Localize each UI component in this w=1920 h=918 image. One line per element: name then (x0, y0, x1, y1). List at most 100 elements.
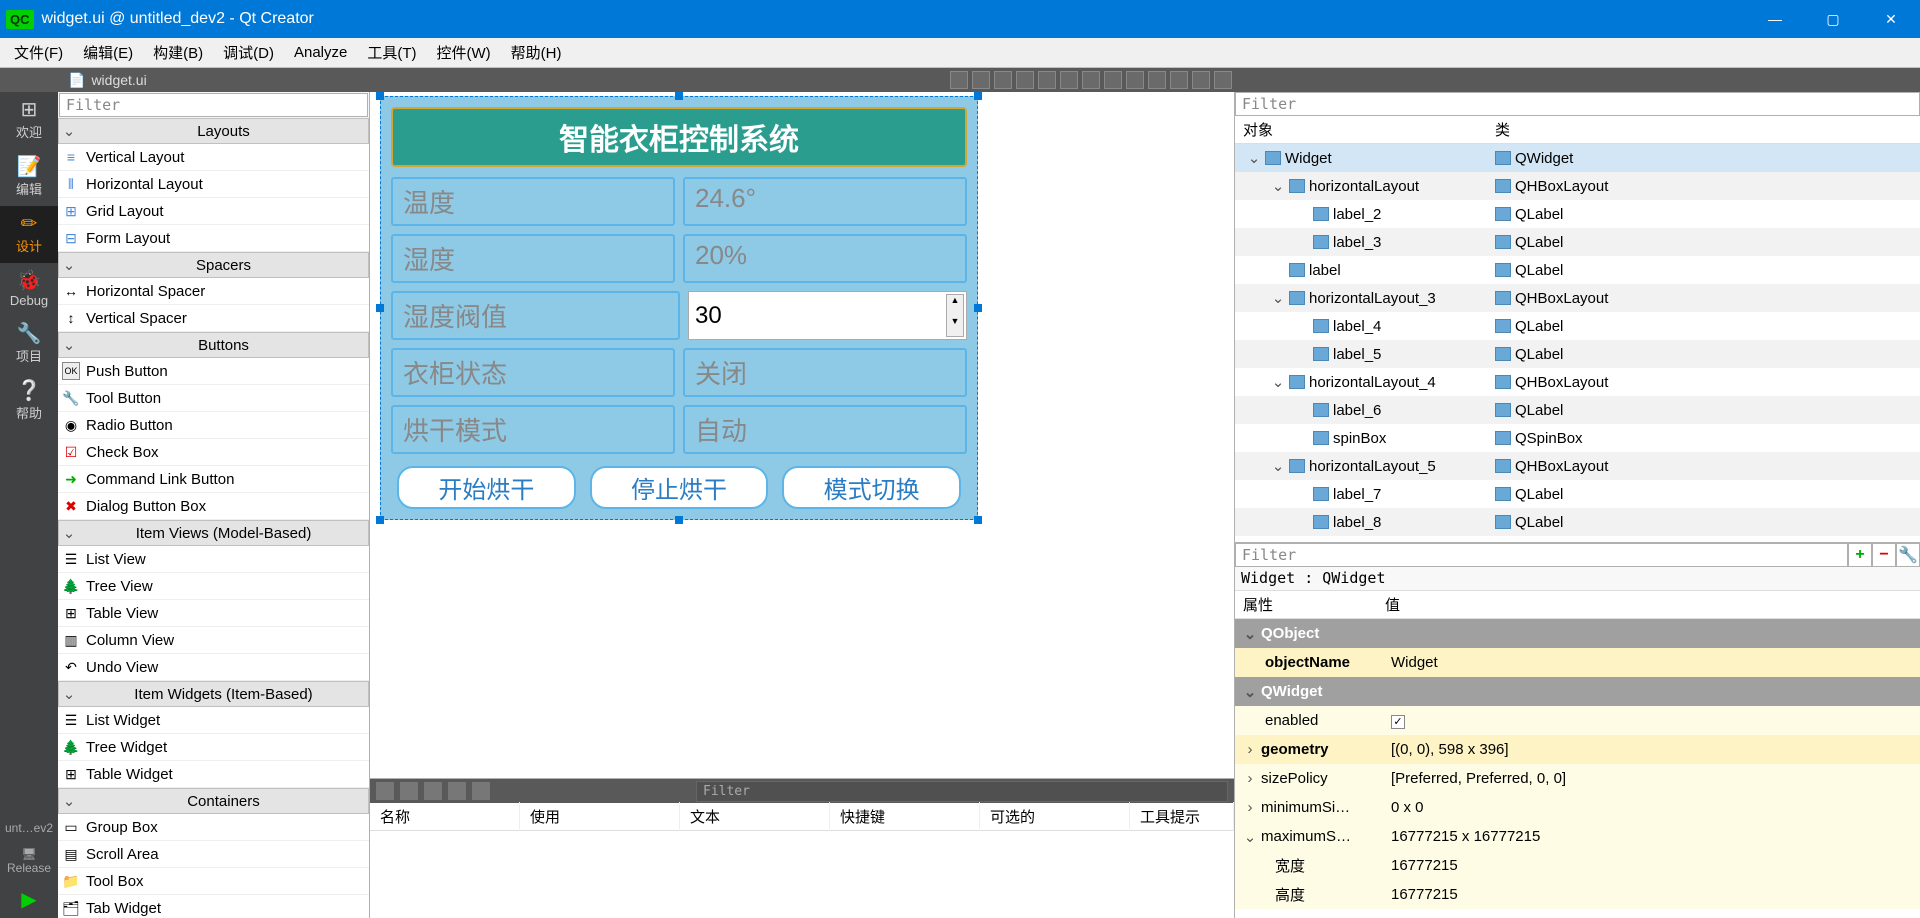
action-copy-icon[interactable] (400, 782, 418, 800)
run-button[interactable]: ▶ (0, 881, 58, 918)
item-columnview[interactable]: ▥Column View (58, 627, 369, 654)
item-treewidget[interactable]: 🌲Tree Widget (58, 734, 369, 761)
toolbar-btn[interactable] (1038, 71, 1056, 89)
toolbar-btn[interactable] (1104, 71, 1122, 89)
menu-file[interactable]: 文件(F) (4, 38, 73, 67)
menu-debug[interactable]: 调试(D) (213, 38, 284, 67)
objinsp-row[interactable]: label_8QLabel (1235, 508, 1920, 536)
mode-welcome[interactable]: ⊞欢迎 (0, 92, 58, 149)
objinsp-row[interactable]: label_7QLabel (1235, 480, 1920, 508)
spin-up-icon[interactable]: ▲ (947, 295, 963, 316)
category-itemviews[interactable]: ⌄Item Views (Model-Based) (58, 520, 369, 546)
item-pushbutton[interactable]: OKPush Button (58, 358, 369, 385)
item-toolbutton[interactable]: 🔧Tool Button (58, 385, 369, 412)
minimize-button[interactable]: — (1746, 0, 1804, 38)
menu-widgets[interactable]: 控件(W) (427, 38, 501, 67)
toolbar-btn[interactable] (972, 71, 990, 89)
item-undoview[interactable]: ↶Undo View (58, 654, 369, 681)
prop-geometry[interactable]: ›geometry[(0, 0), 598 x 396] (1235, 735, 1920, 764)
switch-button[interactable]: 模式切换 (782, 466, 961, 509)
build-config[interactable]: 🖥Release (0, 841, 58, 881)
objinsp-row[interactable]: label_2QLabel (1235, 200, 1920, 228)
mode-edit[interactable]: 📝编辑 (0, 149, 58, 206)
maximize-button[interactable]: ▢ (1804, 0, 1862, 38)
item-treeview[interactable]: 🌲Tree View (58, 573, 369, 600)
toolbar-btn[interactable] (1170, 71, 1188, 89)
category-itemwidgets[interactable]: ⌄Item Widgets (Item-Based) (58, 681, 369, 707)
item-toolbox[interactable]: 📁Tool Box (58, 868, 369, 895)
category-spacers[interactable]: ⌄Spacers (58, 252, 369, 278)
toolbar-btn[interactable] (1148, 71, 1166, 89)
menu-analyze[interactable]: Analyze (284, 40, 357, 65)
objinsp-row[interactable]: label_4QLabel (1235, 312, 1920, 340)
item-vertical-layout[interactable]: ≡Vertical Layout (58, 144, 369, 171)
item-tableview[interactable]: ⊞Table View (58, 600, 369, 627)
prop-objectname[interactable]: objectNameWidget (1235, 648, 1920, 677)
objinsp-row[interactable]: ⌄horizontalLayout_3QHBoxLayout (1235, 284, 1920, 312)
item-groupbox[interactable]: ▭Group Box (58, 814, 369, 841)
item-form-layout[interactable]: ⊟Form Layout (58, 225, 369, 252)
category-containers[interactable]: ⌄Containers (58, 788, 369, 814)
objinsp-row[interactable]: ⌄horizontalLayoutQHBoxLayout (1235, 172, 1920, 200)
item-cmdlink[interactable]: ➜Command Link Button (58, 466, 369, 493)
objinsp-row[interactable]: ⌄horizontalLayout_5QHBoxLayout (1235, 452, 1920, 480)
prop-group-qwidget[interactable]: ⌄QWidget (1235, 677, 1920, 706)
item-tablewidget[interactable]: ⊞Table Widget (58, 761, 369, 788)
toolbar-btn[interactable] (950, 71, 968, 89)
item-horizontal-layout[interactable]: ⫴Horizontal Layout (58, 171, 369, 198)
prop-group-qobject[interactable]: ⌄QObject (1235, 619, 1920, 648)
prop-minsize[interactable]: ›minimumSi…0 x 0 (1235, 793, 1920, 822)
toolbar-btn[interactable] (1082, 71, 1100, 89)
toolbar-btn[interactable] (1016, 71, 1034, 89)
menu-build[interactable]: 构建(B) (143, 38, 213, 67)
objinsp-row[interactable]: labelQLabel (1235, 256, 1920, 284)
spin-down-icon[interactable]: ▼ (947, 316, 963, 337)
category-layouts[interactable]: ⌄Layouts (58, 118, 369, 144)
toolbar-btn[interactable] (1126, 71, 1144, 89)
prop-config-button[interactable]: 🔧 (1896, 543, 1920, 567)
action-delete-icon[interactable] (448, 782, 466, 800)
objinsp-filter[interactable]: Filter (1235, 92, 1920, 116)
action-filter[interactable]: Filter (696, 781, 1228, 802)
checkbox-icon[interactable]: ✓ (1391, 715, 1405, 729)
mode-help[interactable]: ❔帮助 (0, 373, 58, 430)
action-config-icon[interactable] (472, 782, 490, 800)
prop-enabled[interactable]: enabled✓ (1235, 706, 1920, 735)
mode-design[interactable]: ✏设计 (0, 206, 58, 263)
item-checkbox[interactable]: ☑Check Box (58, 439, 369, 466)
item-listview[interactable]: ☰List View (58, 546, 369, 573)
menu-help[interactable]: 帮助(H) (501, 38, 572, 67)
item-hspacer[interactable]: ↔Horizontal Spacer (58, 278, 369, 305)
item-listwidget[interactable]: ☰List Widget (58, 707, 369, 734)
stop-button[interactable]: 停止烘干 (590, 466, 769, 509)
toolbar-btn[interactable] (1060, 71, 1078, 89)
item-grid-layout[interactable]: ⊞Grid Layout (58, 198, 369, 225)
objinsp-row[interactable]: label_5QLabel (1235, 340, 1920, 368)
menu-tools[interactable]: 工具(T) (357, 38, 426, 67)
objinsp-row[interactable]: ⌄horizontalLayout_4QHBoxLayout (1235, 368, 1920, 396)
threshold-spinbox[interactable]: 30 ▲▼ (688, 291, 967, 340)
widgetbox-filter[interactable]: Filter (59, 93, 368, 117)
prop-width[interactable]: 宽度16777215 (1235, 851, 1920, 880)
item-vspacer[interactable]: ↕Vertical Spacer (58, 305, 369, 332)
prop-maxsize[interactable]: ⌄maximumS…16777215 x 16777215 (1235, 822, 1920, 851)
prop-height[interactable]: 高度16777215 (1235, 880, 1920, 909)
form-widget[interactable]: 智能衣柜控制系统 温度 24.6° 湿度 20% 湿度阀值 30 ▲▼ (380, 96, 978, 520)
item-dlgbtn[interactable]: ✖Dialog Button Box (58, 493, 369, 520)
prop-remove-button[interactable]: − (1872, 543, 1896, 567)
item-radiobutton[interactable]: ◉Radio Button (58, 412, 369, 439)
close-button[interactable]: ✕ (1862, 0, 1920, 38)
target-selector[interactable]: unt…ev2 (0, 815, 58, 841)
toolbar-btn[interactable] (994, 71, 1012, 89)
action-paste-icon[interactable] (424, 782, 442, 800)
objinsp-row[interactable]: label_3QLabel (1235, 228, 1920, 256)
design-canvas[interactable]: 智能衣柜控制系统 温度 24.6° 湿度 20% 湿度阀值 30 ▲▼ (370, 92, 1234, 778)
toolbar-btn[interactable] (1192, 71, 1210, 89)
menu-edit[interactable]: 编辑(E) (73, 38, 143, 67)
objinsp-row[interactable]: label_6QLabel (1235, 396, 1920, 424)
objinsp-row[interactable]: ⌄WidgetQWidget (1235, 144, 1920, 172)
prop-add-button[interactable]: + (1848, 543, 1872, 567)
start-button[interactable]: 开始烘干 (397, 466, 576, 509)
action-new-icon[interactable] (376, 782, 394, 800)
mode-project[interactable]: 🔧项目 (0, 316, 58, 373)
